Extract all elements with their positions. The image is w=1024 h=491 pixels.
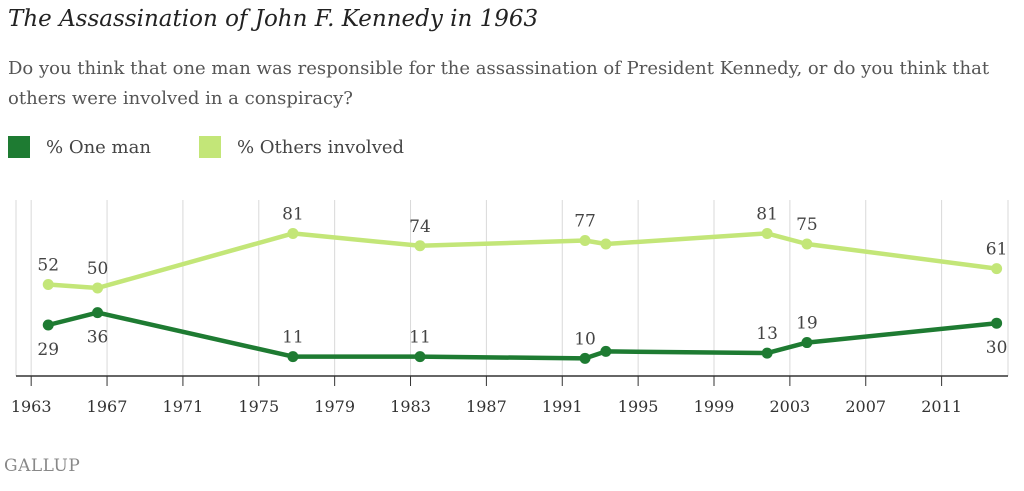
x-axis: 1963 1967 1971 1975 1979 1983 1987 1991 1995 1999…	[11, 375, 1008, 416]
data-point-one_man-2	[287, 351, 299, 363]
data-label-others-7: 75	[796, 215, 818, 235]
x-tick-label-1963: 1963	[11, 397, 52, 416]
x-tick-label-1987: 1987	[466, 397, 507, 416]
data-label-one_man-2: 11	[282, 328, 304, 348]
legend-item-one-man: % One man	[8, 136, 151, 158]
x-tick-label-1971: 1971	[163, 397, 204, 416]
legend: % One man % Others involved	[8, 136, 452, 158]
data-label-others-2: 81	[282, 204, 304, 224]
data-label-others-3: 74	[409, 217, 431, 237]
data-point-others-6	[761, 227, 773, 239]
data-point-one_man-0	[42, 319, 54, 331]
series-layer	[42, 227, 1003, 364]
data-label-others-0: 52	[37, 255, 59, 275]
data-label-others-8: 61	[986, 240, 1008, 260]
data-point-one_man-4	[579, 352, 591, 364]
x-tick-label-1975: 1975	[238, 397, 279, 416]
data-label-layer: 29 36 11 11 10 13 19 30 52 50 81 74 77 81 75 61	[37, 204, 1007, 360]
chart-title: The Assassination of John F. Kennedy in …	[8, 6, 539, 32]
chart-subtitle: Do you think that one man was responsibl…	[8, 58, 990, 109]
x-tick-label-1995: 1995	[618, 397, 659, 416]
data-point-others-3	[414, 240, 426, 252]
series-line-one_man	[45, 310, 999, 361]
data-label-others-4: 77	[574, 211, 596, 231]
x-tick-label-1991: 1991	[542, 397, 583, 416]
series-line-others	[45, 231, 999, 291]
data-label-one_man-0: 29	[37, 340, 59, 360]
data-label-one_man-4: 10	[574, 329, 596, 349]
data-point-others-5	[600, 238, 612, 250]
data-point-one_man-6	[761, 347, 773, 359]
x-tick-label-2003: 2003	[770, 397, 811, 416]
data-label-one_man-8: 30	[986, 338, 1008, 358]
legend-label-others-involved: % Others involved	[236, 136, 405, 158]
x-tick-label-2007: 2007	[845, 397, 886, 416]
data-point-one_man-1	[92, 307, 104, 319]
data-label-others-6: 81	[756, 204, 778, 224]
x-tick-label-1979: 1979	[314, 397, 355, 416]
legend-swatch-others-involved	[198, 136, 221, 158]
data-point-one_man-5	[600, 345, 612, 357]
data-point-one_man-3	[414, 351, 426, 363]
gallup-logo: GALLUP	[4, 456, 81, 476]
data-point-one_man-8	[991, 317, 1003, 329]
legend-swatch-one-man	[8, 136, 30, 158]
data-label-one_man-3: 11	[409, 328, 431, 348]
x-tick-label-1983: 1983	[390, 397, 431, 416]
data-label-one_man-1: 36	[87, 328, 109, 348]
legend-item-others-involved: % Others involved	[198, 136, 405, 158]
x-tick-label-1999: 1999	[694, 397, 735, 416]
data-label-one_man-6: 13	[756, 324, 778, 344]
data-label-others-1: 50	[87, 259, 109, 279]
grid-layer	[15, 200, 1009, 376]
data-point-others-0	[42, 278, 54, 290]
x-tick-label-1967: 1967	[87, 397, 128, 416]
data-point-others-7	[801, 238, 813, 250]
data-point-others-2	[287, 227, 299, 239]
data-point-others-4	[579, 234, 591, 246]
legend-label-one-man: % One man	[46, 136, 151, 158]
data-point-others-8	[991, 263, 1003, 275]
data-label-one_man-7: 19	[796, 314, 818, 334]
data-point-others-1	[92, 282, 104, 294]
x-tick-label-2011: 2011	[921, 397, 962, 416]
data-point-one_man-7	[801, 337, 813, 349]
